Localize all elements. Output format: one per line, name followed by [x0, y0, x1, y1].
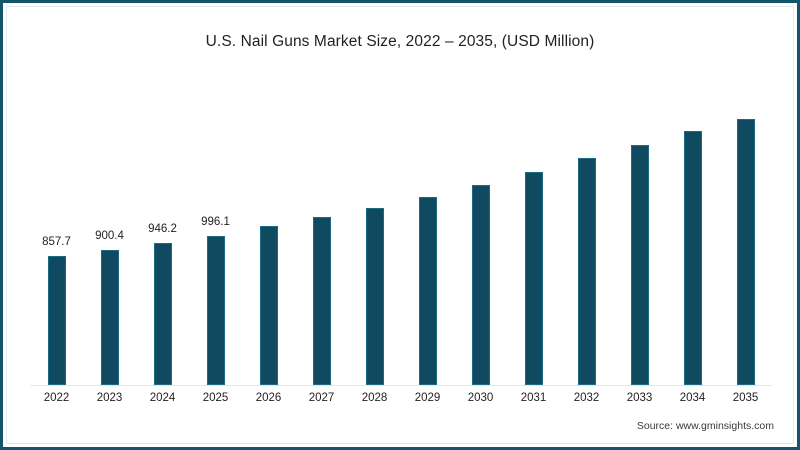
x-axis-tick-label: 2033 — [626, 392, 653, 404]
x-axis-tick-label: 2030 — [467, 392, 494, 404]
bar[interactable] — [48, 256, 66, 385]
bar-slot: 900.4 — [83, 100, 136, 385]
bar[interactable] — [260, 226, 278, 385]
x-axis-tick-label: 2022 — [43, 392, 70, 404]
bar-slot — [719, 100, 772, 385]
bar-slot — [507, 100, 560, 385]
bar-slot: 857.7 — [30, 100, 83, 385]
bar-value-label: 946.2 — [148, 223, 177, 235]
x-axis-tick-label: 2032 — [573, 392, 600, 404]
bar[interactable] — [419, 197, 437, 385]
bar[interactable] — [737, 119, 755, 385]
bar-slot — [401, 100, 454, 385]
source-attribution: Source: www.gminsights.com — [636, 420, 774, 432]
bar[interactable] — [525, 172, 543, 385]
bar-slot — [348, 100, 401, 385]
bar-series: 857.7 900.4 946.2 996.1 — [30, 100, 772, 385]
bar-value-label: 857.7 — [42, 236, 71, 248]
x-axis-tick-label: 2024 — [149, 392, 176, 404]
bar-value-label: 996.1 — [201, 216, 230, 228]
bar-slot — [242, 100, 295, 385]
x-axis-tick-label: 2023 — [96, 392, 123, 404]
bar-slot: 946.2 — [136, 100, 189, 385]
bar[interactable] — [366, 208, 384, 385]
x-axis-tick-label: 2028 — [361, 392, 388, 404]
bar-slot — [613, 100, 666, 385]
bar[interactable] — [154, 243, 172, 385]
x-axis-tick-label: 2035 — [732, 392, 759, 404]
x-axis-tick-label: 2029 — [414, 392, 441, 404]
x-axis-tick-labels: 2022 2023 2024 2025 2026 2027 2028 2029 2030 2031… — [30, 392, 772, 412]
bar[interactable] — [472, 185, 490, 385]
bar[interactable] — [101, 250, 119, 385]
x-axis-tick-label: 2025 — [202, 392, 229, 404]
x-axis-line — [30, 385, 772, 386]
bar-value-label: 900.4 — [95, 230, 124, 242]
bar[interactable] — [631, 145, 649, 385]
bar-slot — [454, 100, 507, 385]
bar[interactable] — [578, 158, 596, 385]
bar-slot — [560, 100, 613, 385]
x-axis-tick-label: 2031 — [520, 392, 547, 404]
x-axis-tick-label: 2027 — [308, 392, 335, 404]
page-title: U.S. Nail Guns Market Size, 2022 – 2035,… — [205, 33, 595, 50]
bar-slot — [666, 100, 719, 385]
bar[interactable] — [684, 131, 702, 385]
x-axis-tick-label: 2034 — [679, 392, 706, 404]
x-axis-tick-label: 2026 — [255, 392, 282, 404]
bar-slot — [295, 100, 348, 385]
bar[interactable] — [313, 217, 331, 385]
bar[interactable] — [207, 236, 225, 385]
bar-slot: 996.1 — [189, 100, 242, 385]
